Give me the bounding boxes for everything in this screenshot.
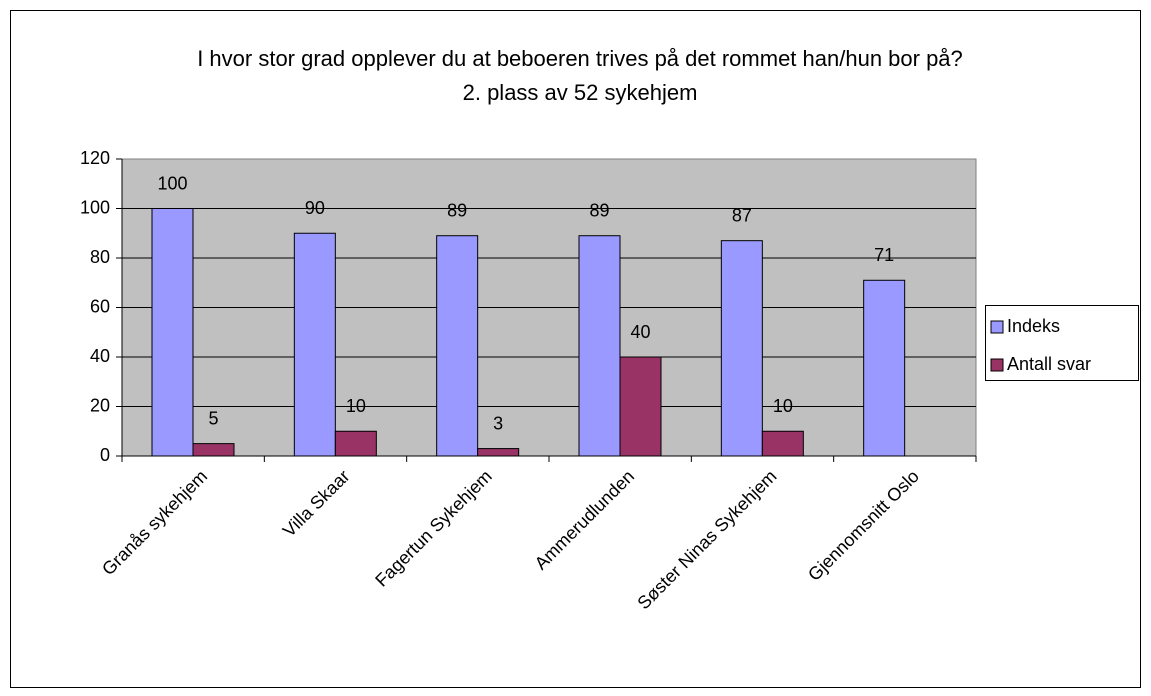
bar <box>720 240 763 457</box>
y-tick-label: 120 <box>80 148 110 168</box>
y-tick-label: 60 <box>90 296 110 316</box>
chart-title: I hvor stor grad opplever du at beboeren… <box>197 46 963 71</box>
bar <box>578 235 621 457</box>
data-label: 100 <box>157 173 187 193</box>
bar <box>192 443 235 457</box>
data-label: 5 <box>208 408 218 428</box>
data-label: 10 <box>773 396 793 416</box>
data-label: 3 <box>493 413 503 433</box>
data-label: 10 <box>346 396 366 416</box>
bar <box>293 232 336 457</box>
y-tick-label: 20 <box>90 395 110 415</box>
chart-subtitle: 2. plass av 52 sykehjem <box>462 80 698 105</box>
legend-label: Indeks <box>1007 316 1060 336</box>
y-tick-label: 40 <box>90 346 110 366</box>
bar <box>619 356 662 457</box>
legend-swatch <box>990 358 1004 372</box>
legend-swatch <box>990 320 1004 334</box>
data-label: 90 <box>305 198 325 218</box>
legend-label: Antall svar <box>1007 354 1091 374</box>
y-tick-label: 0 <box>100 445 110 465</box>
bar <box>436 235 479 457</box>
bar <box>151 208 194 457</box>
data-label: 89 <box>589 200 609 220</box>
data-label: 87 <box>732 205 752 225</box>
bar <box>863 279 906 457</box>
chart-title-block: I hvor stor grad opplever du at beboeren… <box>130 42 1030 110</box>
legend <box>985 305 1139 381</box>
data-label: 40 <box>630 322 650 342</box>
data-label: 89 <box>447 200 467 220</box>
y-tick-label: 80 <box>90 247 110 267</box>
bar <box>477 448 520 457</box>
y-tick-label: 100 <box>80 197 110 217</box>
data-label: 71 <box>874 245 894 265</box>
bar <box>761 430 804 457</box>
bar <box>334 430 377 457</box>
